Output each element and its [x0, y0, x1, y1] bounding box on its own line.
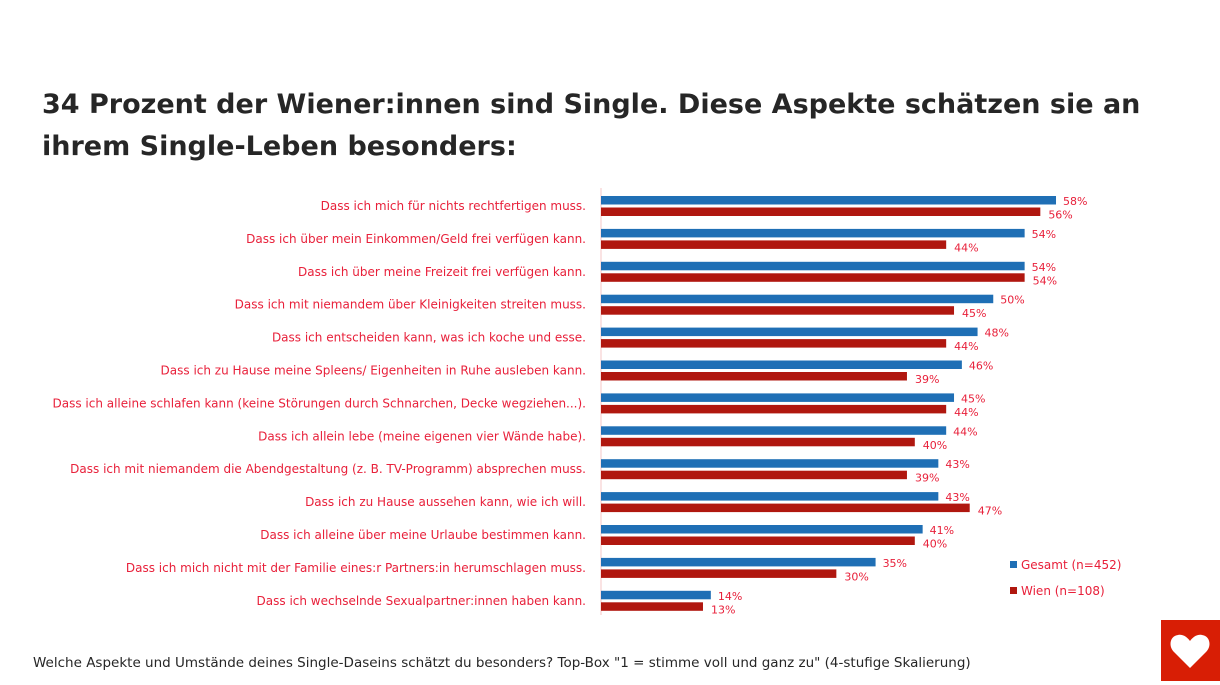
category-label: Dass ich mit niemandem über Kleinigkeite…: [235, 298, 586, 312]
bar-wien: [601, 306, 955, 315]
data-label: 39%: [915, 472, 939, 485]
bar-gesamt: [601, 426, 947, 435]
bar-wien: [601, 536, 915, 545]
data-label: 50%: [1000, 294, 1024, 307]
category-label: Dass ich über meine Freizeit frei verfüg…: [298, 265, 586, 279]
legend-label: Gesamt (n=452): [1021, 558, 1121, 572]
data-label: 13%: [711, 603, 735, 616]
category-label: Dass ich mich für nichts rechtfertigen m…: [321, 199, 586, 213]
bar-gesamt: [601, 196, 1057, 205]
data-label: 54%: [1033, 274, 1057, 287]
data-label: 44%: [954, 340, 978, 353]
bar-wien: [601, 569, 837, 578]
bar-wien: [601, 602, 703, 611]
data-label: 48%: [985, 327, 1009, 340]
data-label: 30%: [844, 570, 868, 583]
category-label: Dass ich zu Hause aussehen kann, wie ich…: [305, 495, 586, 509]
data-label: 45%: [961, 392, 985, 405]
bar-gesamt: [601, 360, 962, 369]
bar-gesamt: [601, 261, 1025, 271]
data-label: 41%: [930, 524, 954, 537]
legend-swatch: [1010, 561, 1017, 568]
data-label: 43%: [945, 458, 969, 471]
bar-gesamt: [601, 327, 978, 337]
data-label: 56%: [1048, 209, 1072, 222]
category-label: Dass ich entscheiden kann, was ich koche…: [272, 331, 586, 345]
data-label: 40%: [923, 439, 947, 452]
heart-icon: [1170, 634, 1210, 668]
category-label: Dass ich alleine über meine Urlaube best…: [260, 528, 586, 542]
data-label: 44%: [954, 406, 978, 419]
category-label: Dass ich wechselnde Sexualpartner:innen …: [257, 594, 586, 608]
category-label: Dass ich allein lebe (meine eigenen vier…: [258, 429, 586, 443]
bar-wien: [601, 404, 947, 414]
bar-wien: [601, 240, 947, 249]
data-label: 46%: [969, 360, 993, 373]
data-label: 58%: [1063, 195, 1087, 208]
bar-wien: [601, 437, 915, 447]
footnote: Welche Aspekte und Umstände deines Singl…: [33, 655, 971, 671]
bar-gesamt: [601, 590, 711, 600]
bar-gesamt: [601, 525, 923, 534]
bar-gesamt: [601, 492, 939, 501]
category-label: Dass ich mich nicht mit der Familie eine…: [126, 561, 586, 575]
bar-wien: [601, 339, 947, 348]
bar-gesamt: [601, 393, 955, 402]
bar-wien: [601, 503, 970, 513]
page-title: 34 Prozent der Wiener:innen sind Single.…: [42, 89, 1141, 162]
bar-gesamt: [601, 459, 939, 468]
data-label: 44%: [953, 425, 977, 438]
legend-swatch: [1010, 587, 1017, 594]
bar-wien: [601, 273, 1025, 282]
logo: [1161, 620, 1220, 681]
data-label: 47%: [978, 505, 1002, 518]
bar-wien: [601, 372, 907, 381]
bar-wien: [601, 207, 1041, 216]
data-label: 40%: [923, 538, 947, 551]
data-label: 35%: [883, 557, 907, 570]
data-label: 45%: [962, 307, 986, 320]
bar-gesamt: [601, 557, 876, 567]
bar-gesamt: [601, 294, 994, 304]
data-label: 14%: [718, 590, 742, 603]
data-label: 54%: [1032, 261, 1056, 274]
data-label: 43%: [945, 491, 969, 504]
data-label: 54%: [1032, 228, 1056, 241]
category-label: Dass ich alleine schlafen kann (keine St…: [52, 396, 586, 410]
bar-wien: [601, 470, 907, 480]
data-label: 39%: [915, 373, 939, 386]
category-label: Dass ich zu Hause meine Spleens/ Eigenhe…: [161, 364, 586, 378]
bar-gesamt: [601, 228, 1025, 238]
legend-label: Wien (n=108): [1021, 584, 1105, 598]
category-label: Dass ich über mein Einkommen/Geld frei v…: [246, 232, 586, 246]
data-label: 44%: [954, 241, 978, 254]
category-label: Dass ich mit niemandem die Abendgestaltu…: [70, 462, 586, 476]
